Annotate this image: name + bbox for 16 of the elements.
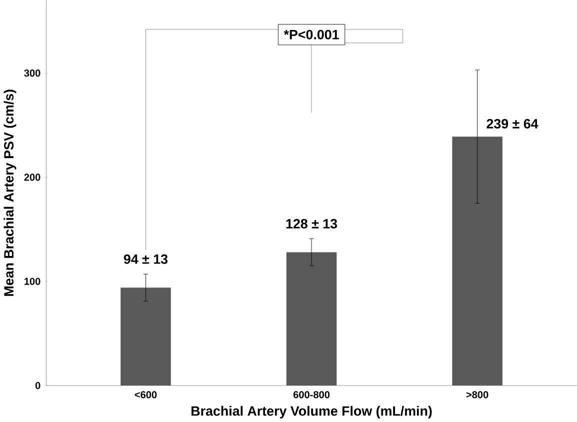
y-tick-label: 100 <box>24 278 40 285</box>
x-tick-label: <600 <box>134 391 157 398</box>
bar <box>120 288 171 386</box>
y-tick-label: 300 <box>24 69 40 77</box>
y-axis-title: Mean Brachial Artery PSV (cm/s) <box>4 90 16 296</box>
x-tick-label: 600-800 <box>293 391 330 398</box>
annotation: *P<0.001 <box>284 30 339 40</box>
y-tick-label: 0 <box>35 382 40 390</box>
y-tick-label: 200 <box>24 174 40 181</box>
bar <box>286 252 337 386</box>
bar <box>452 136 502 386</box>
x-axis-title: Brachial Artery Volume Flow (mL/min) <box>192 406 432 418</box>
x-tick-label: >800 <box>466 391 488 398</box>
data-label: 94 ± 13 <box>124 254 168 264</box>
data-label: 239 ± 64 <box>486 118 538 128</box>
data-label: 128 ± 13 <box>286 218 338 228</box>
